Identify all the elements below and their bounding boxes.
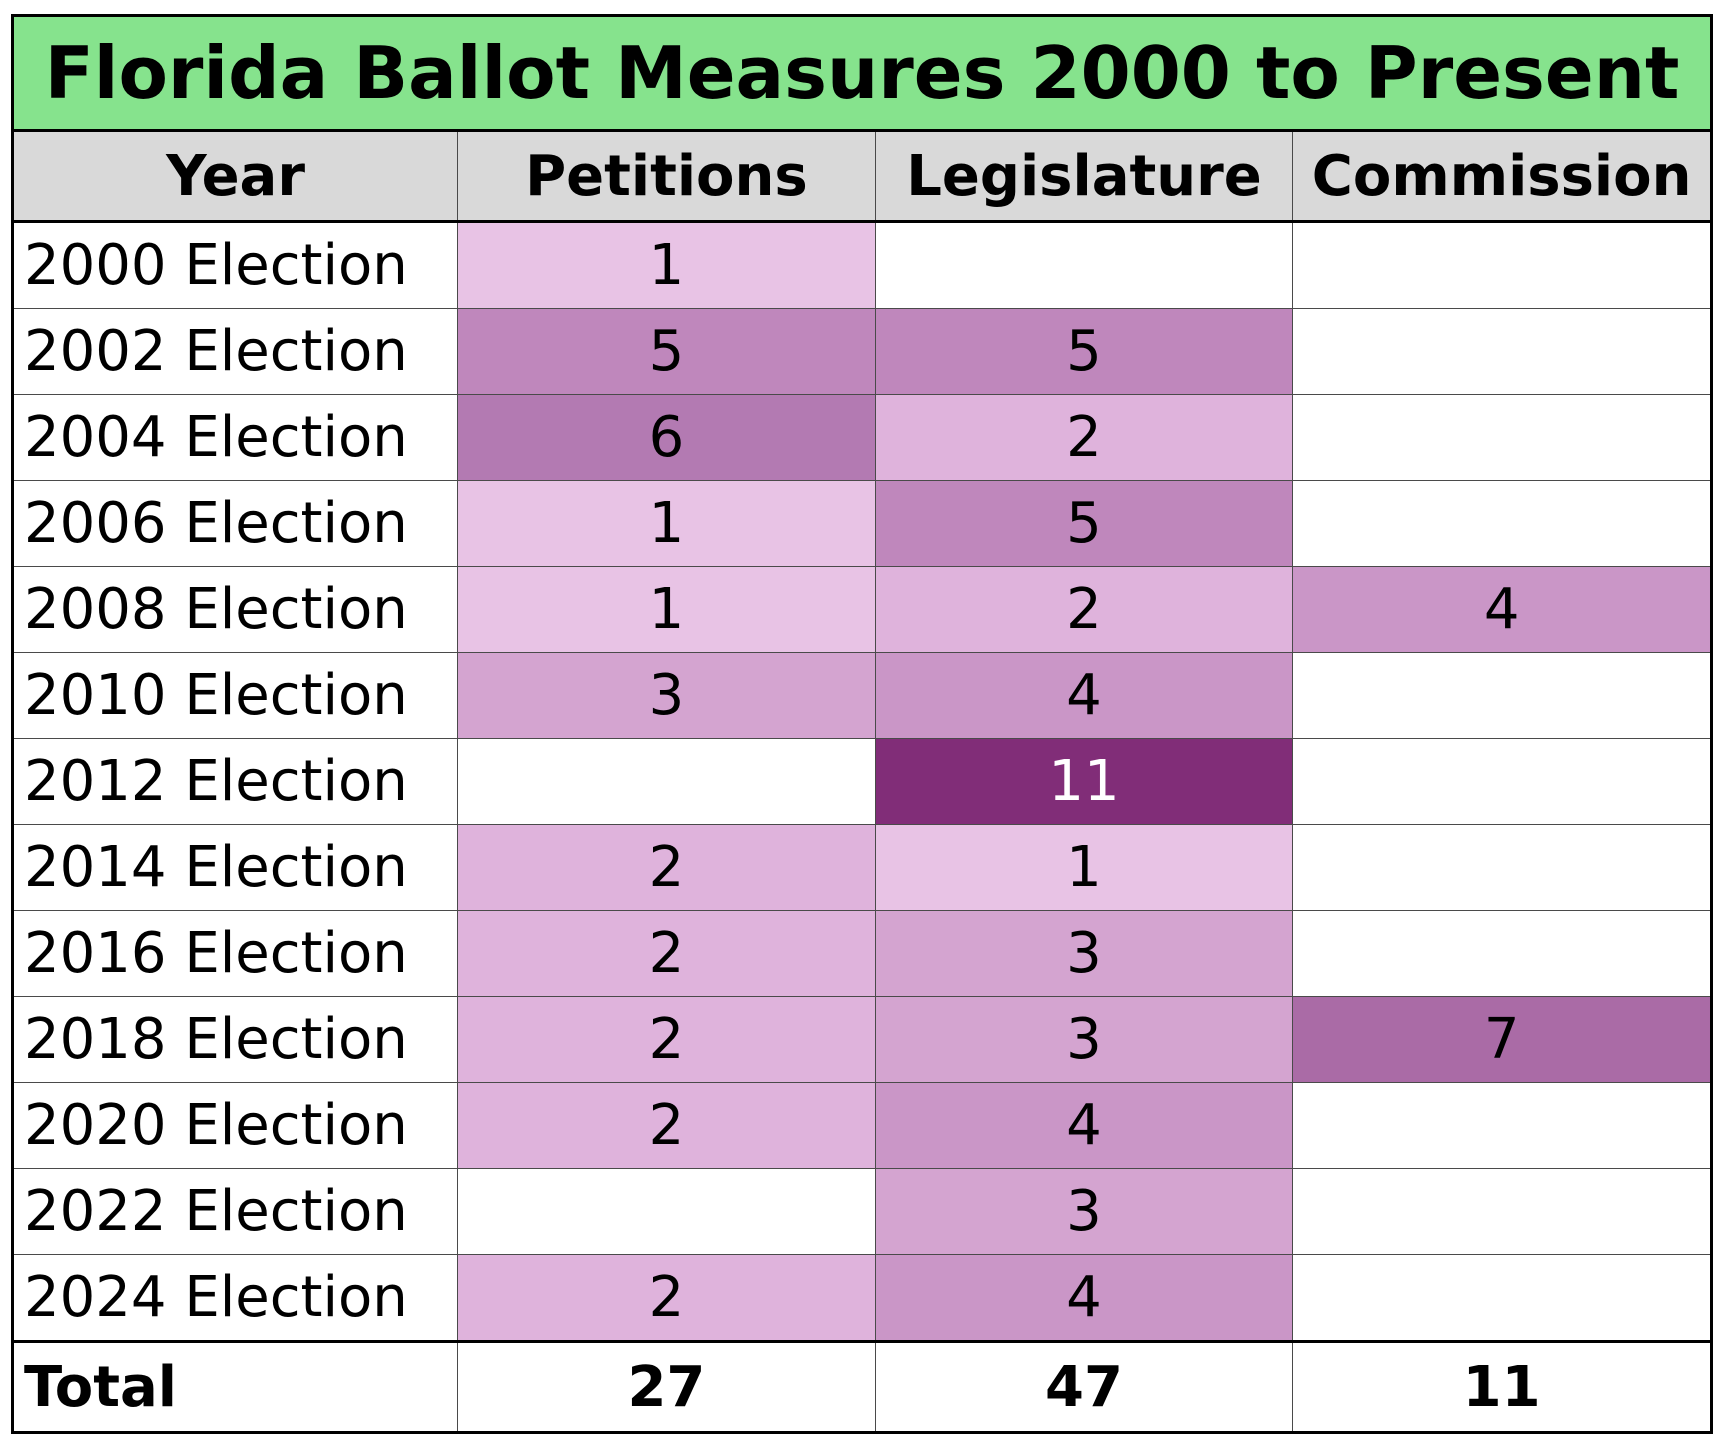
table-row: 2006 Election 1 5 bbox=[10, 480, 1713, 567]
commission-cell bbox=[1292, 738, 1713, 825]
column-header-legislature: Legislature bbox=[874, 130, 1294, 223]
total-legislature: 47 bbox=[874, 1340, 1294, 1434]
table-row: 2010 Election 3 4 bbox=[10, 652, 1713, 739]
table-row: 2012 Election 11 bbox=[10, 738, 1713, 825]
year-cell: 2002 Election bbox=[10, 308, 459, 395]
legislature-cell: 3 bbox=[874, 996, 1294, 1083]
column-header-year: Year bbox=[10, 130, 459, 223]
petitions-cell: 2 bbox=[457, 910, 876, 997]
table-row: 2004 Election 6 2 bbox=[10, 394, 1713, 481]
legislature-cell: 4 bbox=[874, 652, 1294, 739]
commission-cell bbox=[1292, 910, 1713, 997]
year-cell: 2018 Election bbox=[10, 996, 459, 1083]
petitions-cell: 5 bbox=[457, 308, 876, 395]
legislature-cell: 3 bbox=[874, 1168, 1294, 1255]
petitions-cell: 2 bbox=[457, 1082, 876, 1169]
legislature-cell: 2 bbox=[874, 566, 1294, 653]
year-cell: 2020 Election bbox=[10, 1082, 459, 1169]
commission-cell bbox=[1292, 394, 1713, 481]
petitions-cell: 1 bbox=[457, 480, 876, 567]
petitions-cell: 1 bbox=[457, 221, 876, 309]
table-body: 2000 Election 1 2002 Election 5 5 2004 Electi… bbox=[10, 221, 1713, 1342]
table-title: Florida Ballot Measures 2000 to Present bbox=[11, 14, 1713, 132]
commission-cell bbox=[1292, 652, 1713, 739]
petitions-cell bbox=[457, 1168, 876, 1255]
legislature-cell: 3 bbox=[874, 910, 1294, 997]
legislature-cell bbox=[874, 221, 1294, 309]
commission-cell bbox=[1292, 1082, 1713, 1169]
petitions-cell: 6 bbox=[457, 394, 876, 481]
table-row: 2014 Election 2 1 bbox=[10, 824, 1713, 911]
commission-cell bbox=[1292, 221, 1713, 309]
table-row: 2008 Election 1 2 4 bbox=[10, 566, 1713, 653]
commission-cell bbox=[1292, 824, 1713, 911]
legislature-cell: 2 bbox=[874, 394, 1294, 481]
legislature-cell: 11 bbox=[874, 738, 1294, 825]
legislature-cell: 4 bbox=[874, 1254, 1294, 1342]
commission-cell bbox=[1292, 1168, 1713, 1255]
petitions-cell: 1 bbox=[457, 566, 876, 653]
petitions-cell: 2 bbox=[457, 824, 876, 911]
table-row: 2002 Election 5 5 bbox=[10, 308, 1713, 395]
commission-cell: 4 bbox=[1292, 566, 1713, 653]
commission-cell bbox=[1292, 1254, 1713, 1342]
commission-cell bbox=[1292, 480, 1713, 567]
total-row: Total 27 47 11 bbox=[10, 1340, 1713, 1434]
legislature-cell: 5 bbox=[874, 308, 1294, 395]
legislature-cell: 5 bbox=[874, 480, 1294, 567]
table-row: 2024 Election 2 4 bbox=[10, 1254, 1713, 1342]
legislature-cell: 1 bbox=[874, 824, 1294, 911]
total-petitions: 27 bbox=[457, 1340, 876, 1434]
ballot-measures-table: Florida Ballot Measures 2000 to Present … bbox=[10, 14, 1713, 1434]
header-row: Year Petitions Legislature Commission bbox=[10, 130, 1713, 223]
petitions-cell: 2 bbox=[457, 996, 876, 1083]
year-cell: 2000 Election bbox=[10, 221, 459, 309]
petitions-cell bbox=[457, 738, 876, 825]
year-cell: 2024 Election bbox=[10, 1254, 459, 1342]
total-commission: 11 bbox=[1292, 1340, 1713, 1434]
table-row: 2016 Election 2 3 bbox=[10, 910, 1713, 997]
year-cell: 2004 Election bbox=[10, 394, 459, 481]
year-cell: 2010 Election bbox=[10, 652, 459, 739]
total-label: Total bbox=[10, 1340, 459, 1434]
commission-cell: 7 bbox=[1292, 996, 1713, 1083]
year-cell: 2022 Election bbox=[10, 1168, 459, 1255]
petitions-cell: 3 bbox=[457, 652, 876, 739]
year-cell: 2016 Election bbox=[10, 910, 459, 997]
year-cell: 2012 Election bbox=[10, 738, 459, 825]
commission-cell bbox=[1292, 308, 1713, 395]
year-cell: 2014 Election bbox=[10, 824, 459, 911]
legislature-cell: 4 bbox=[874, 1082, 1294, 1169]
column-header-petitions: Petitions bbox=[457, 130, 876, 223]
table-row: 2022 Election 3 bbox=[10, 1168, 1713, 1255]
petitions-cell: 2 bbox=[457, 1254, 876, 1342]
table-row: 2018 Election 2 3 7 bbox=[10, 996, 1713, 1083]
column-header-commission: Commission bbox=[1292, 130, 1713, 223]
year-cell: 2006 Election bbox=[10, 480, 459, 567]
year-cell: 2008 Election bbox=[10, 566, 459, 653]
table-row: 2000 Election 1 bbox=[10, 221, 1713, 309]
title-row: Florida Ballot Measures 2000 to Present bbox=[11, 14, 1713, 132]
table-row: 2020 Election 2 4 bbox=[10, 1082, 1713, 1169]
